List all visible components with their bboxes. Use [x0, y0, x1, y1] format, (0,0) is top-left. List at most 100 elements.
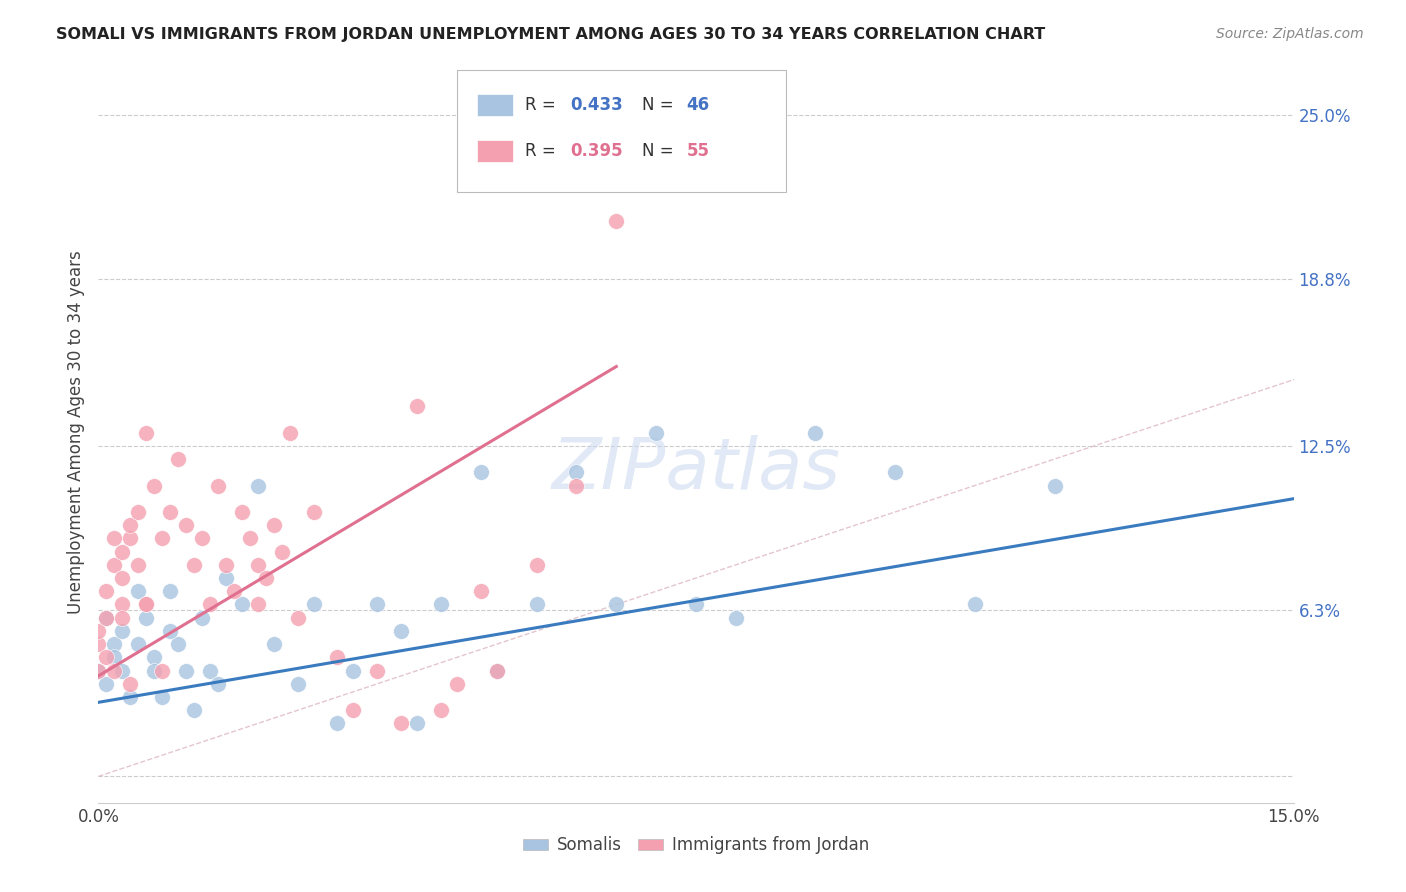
Point: [135, 598, 157, 612]
Point: [326, 650, 349, 665]
Text: 55: 55: [686, 143, 710, 161]
Point: [215, 558, 238, 572]
Point: [111, 571, 134, 585]
Point: [135, 598, 157, 612]
Point: [127, 637, 149, 651]
Point: [446, 677, 468, 691]
Point: [96, 584, 118, 599]
Point: [389, 716, 412, 731]
Point: [87, 624, 110, 638]
Point: [191, 611, 214, 625]
Point: [430, 703, 453, 717]
Point: [645, 425, 668, 440]
Point: [342, 664, 364, 678]
Point: [87, 664, 110, 678]
Point: [526, 558, 548, 572]
Point: [470, 584, 492, 599]
FancyBboxPatch shape: [477, 94, 513, 116]
Point: [87, 664, 110, 678]
Point: [143, 650, 166, 665]
Point: [143, 478, 166, 492]
Point: [143, 664, 166, 678]
Point: [103, 558, 125, 572]
Point: [127, 558, 149, 572]
Point: [302, 598, 325, 612]
Point: [526, 598, 548, 612]
Point: [884, 465, 907, 479]
Point: [96, 677, 118, 691]
Point: [207, 478, 229, 492]
Point: [565, 465, 588, 479]
Point: [287, 677, 309, 691]
Point: [127, 505, 149, 519]
Point: [287, 611, 309, 625]
Text: 0.433: 0.433: [571, 95, 623, 113]
Point: [222, 584, 245, 599]
Point: [87, 637, 110, 651]
Legend: Somalis, Immigrants from Jordan: Somalis, Immigrants from Jordan: [516, 830, 876, 861]
Point: [96, 611, 118, 625]
Point: [605, 598, 627, 612]
Y-axis label: Unemployment Among Ages 30 to 34 years: Unemployment Among Ages 30 to 34 years: [66, 251, 84, 615]
Point: [191, 532, 214, 546]
Point: [111, 544, 134, 558]
Point: [605, 214, 627, 228]
Point: [135, 425, 157, 440]
Point: [111, 611, 134, 625]
Point: [389, 624, 412, 638]
Point: [183, 558, 205, 572]
Point: [430, 598, 453, 612]
Point: [167, 637, 190, 651]
Point: [215, 571, 238, 585]
Point: [103, 532, 125, 546]
Point: [120, 677, 142, 691]
Text: Source: ZipAtlas.com: Source: ZipAtlas.com: [1216, 27, 1364, 41]
Point: [96, 650, 118, 665]
Point: [111, 624, 134, 638]
Point: [96, 611, 118, 625]
Point: [174, 518, 197, 533]
Point: [120, 690, 142, 704]
Point: [470, 465, 492, 479]
Text: ZIPatlas: ZIPatlas: [551, 435, 841, 504]
Point: [150, 532, 173, 546]
Point: [120, 532, 142, 546]
Point: [302, 505, 325, 519]
Point: [485, 664, 508, 678]
Point: [246, 478, 269, 492]
Point: [103, 637, 125, 651]
Text: SOMALI VS IMMIGRANTS FROM JORDAN UNEMPLOYMENT AMONG AGES 30 TO 34 YEARS CORRELAT: SOMALI VS IMMIGRANTS FROM JORDAN UNEMPLO…: [56, 27, 1046, 42]
Text: R =: R =: [524, 95, 561, 113]
Point: [685, 598, 707, 612]
Point: [246, 558, 269, 572]
Point: [263, 637, 285, 651]
Point: [183, 703, 205, 717]
Point: [1043, 478, 1066, 492]
Point: [150, 690, 173, 704]
Point: [231, 598, 253, 612]
Point: [111, 664, 134, 678]
Point: [159, 505, 181, 519]
Point: [159, 624, 181, 638]
Point: [174, 664, 197, 678]
Point: [565, 478, 588, 492]
Point: [159, 584, 181, 599]
Point: [342, 703, 364, 717]
Point: [366, 664, 388, 678]
Point: [103, 664, 125, 678]
FancyBboxPatch shape: [457, 70, 786, 192]
Point: [406, 399, 429, 413]
Point: [724, 611, 747, 625]
Text: 0.395: 0.395: [571, 143, 623, 161]
Text: R =: R =: [524, 143, 561, 161]
Point: [963, 598, 986, 612]
Text: N =: N =: [643, 95, 679, 113]
Point: [198, 598, 221, 612]
Text: 46: 46: [686, 95, 710, 113]
Point: [270, 544, 292, 558]
Point: [406, 716, 429, 731]
Point: [231, 505, 253, 519]
Point: [366, 598, 388, 612]
Point: [111, 598, 134, 612]
Point: [254, 571, 277, 585]
